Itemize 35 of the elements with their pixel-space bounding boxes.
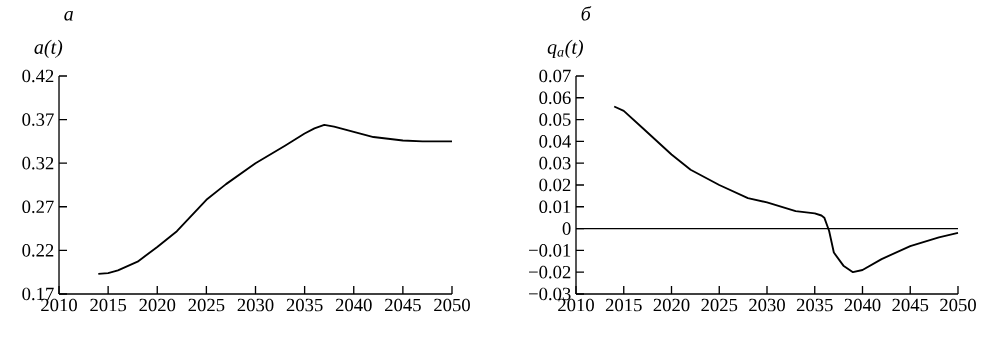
y-tick-label: 0.01 [539,200,571,214]
x-tick-label: 2025 [701,298,738,312]
y-tick-label: 0.04 [539,135,572,148]
y-tick-label: 0.06 [539,91,571,105]
y-tick-label: 0.32 [22,156,54,170]
x-tick-label: 2030 [749,298,785,312]
y-tick-label: 0.37 [22,113,54,126]
y-axis-title: a(t) [34,39,63,58]
y-tick-label: 0.03 [539,156,571,170]
x-tick-label: 2050 [940,298,976,312]
x-tick-label: 2025 [188,298,225,312]
x-tick-label: 2030 [237,298,274,312]
x-tick-label: 2015 [605,298,642,312]
x-tick-label: 2035 [286,298,323,312]
x-tick-label: 2045 [385,298,421,312]
y-tick-label: 0 [562,222,571,235]
chart-title: а [64,11,73,21]
y-tick-label: −0.01 [529,244,571,257]
y-tick-label: 0.42 [22,69,54,83]
x-tick-label: 2015 [90,298,127,312]
x-tick-label: 2035 [796,298,833,312]
chart-title: б [581,6,592,21]
x-tick-label: 2020 [139,298,176,312]
x-tick-label: 2020 [653,298,690,312]
y-tick-label: −0.02 [529,265,571,279]
x-tick-label: 2040 [335,298,372,312]
y-axis-title: q$_{a}$(t) [547,39,583,58]
y-tick-label: 0.22 [22,244,54,257]
y-tick-label: 0.02 [539,178,571,192]
y-tick-label: 0.07 [539,69,571,83]
x-tick-label: 2050 [434,298,470,312]
y-tick-label: 0.05 [539,113,571,126]
x-tick-label: 2040 [844,298,881,312]
y-tick-label: 0.27 [22,200,54,214]
x-tick-label: 2045 [892,298,929,312]
